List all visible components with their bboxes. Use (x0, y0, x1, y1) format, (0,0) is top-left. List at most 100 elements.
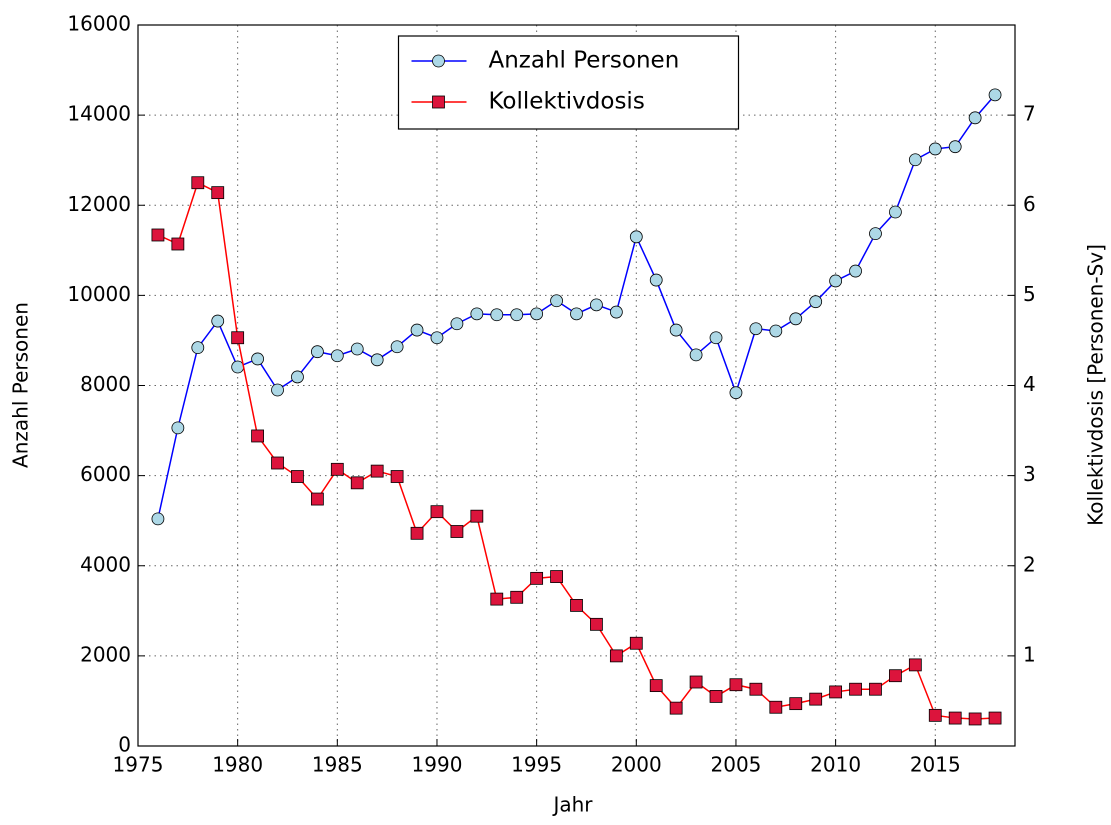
x-tick-label: 2015 (910, 753, 961, 777)
marker (769, 324, 783, 338)
marker (709, 331, 723, 345)
marker (669, 323, 683, 337)
marker (490, 592, 504, 606)
x-tick-label: 1990 (412, 753, 463, 777)
marker (729, 386, 743, 400)
marker (590, 298, 603, 312)
y-tick-label: 8000 (80, 372, 131, 396)
marker (432, 95, 445, 109)
marker (310, 345, 324, 359)
y-tick-label: 10000 (67, 282, 131, 306)
marker (809, 692, 823, 706)
marker (271, 383, 284, 397)
legend-label: Anzahl Personen (489, 48, 680, 74)
marker (769, 700, 783, 714)
marker (410, 526, 424, 540)
marker (151, 512, 165, 526)
marker (350, 476, 364, 490)
marker (928, 708, 942, 722)
marker (251, 429, 264, 443)
x-tick-label: 1995 (511, 753, 562, 777)
marker (350, 342, 364, 356)
x-tick-label: 1980 (212, 753, 263, 777)
marker (550, 570, 563, 583)
y-tick-label: 12000 (67, 192, 131, 216)
y-tick-label: 6000 (80, 462, 131, 486)
marker (430, 505, 444, 519)
marker (211, 186, 225, 200)
marker (151, 228, 165, 242)
marker (171, 421, 185, 435)
x-tick-label: 1985 (312, 753, 363, 777)
marker (231, 331, 245, 345)
marker (749, 322, 763, 336)
marker (988, 88, 1002, 102)
x-axis-label: Jahr (551, 793, 593, 817)
marker (211, 314, 225, 328)
marker (570, 307, 583, 321)
series-line (157, 94, 996, 520)
y2-tick-label: 6 (1023, 192, 1036, 216)
y-tick-label: 14000 (67, 102, 131, 126)
marker (908, 153, 922, 167)
marker (191, 176, 205, 190)
marker (988, 711, 1002, 725)
marker (432, 54, 445, 68)
marker (869, 227, 882, 241)
marker (849, 682, 862, 696)
legend: Anzahl Personen Kollektivdosis (397, 35, 740, 130)
marker (629, 230, 643, 244)
marker (709, 690, 723, 703)
marker (649, 273, 663, 287)
marker (829, 685, 843, 699)
marker (729, 678, 743, 692)
marker (390, 470, 404, 483)
y2-tick-label: 3 (1023, 462, 1036, 486)
marker (948, 711, 962, 725)
y-tick-label: 0 (118, 733, 131, 757)
y-tick-label: 2000 (80, 642, 131, 666)
marker (749, 682, 763, 696)
plot-frame (137, 24, 1016, 747)
marker (510, 590, 524, 604)
legend-box (397, 35, 740, 130)
marker (291, 470, 304, 483)
marker (789, 697, 803, 711)
x-tick-label: 2005 (711, 753, 762, 777)
marker (609, 305, 623, 319)
marker (450, 317, 464, 331)
marker (490, 308, 504, 322)
y2-tick-label: 7 (1023, 102, 1036, 126)
marker (669, 701, 683, 715)
marker (590, 617, 603, 631)
x-tick-label: 1975 (113, 753, 164, 777)
marker (948, 140, 962, 154)
marker (889, 205, 902, 219)
marker (689, 348, 703, 362)
y2-tick-label: 5 (1023, 282, 1036, 306)
y2-tick-label: 1 (1023, 642, 1036, 666)
y-tick-label: 16000 (67, 12, 131, 36)
marker (410, 323, 424, 337)
x-tick-label: 2000 (611, 753, 662, 777)
marker (191, 341, 205, 355)
marker (310, 492, 324, 506)
marker (171, 237, 185, 251)
marker (251, 352, 264, 366)
marker (928, 142, 942, 156)
marker (530, 307, 544, 321)
marker (330, 349, 344, 363)
marker (330, 462, 344, 476)
marker (629, 636, 643, 650)
x-tick-label: 2010 (810, 753, 861, 777)
marker (889, 669, 902, 683)
marker (689, 675, 703, 689)
marker (649, 679, 663, 693)
y2-tick-label: 2 (1023, 552, 1036, 576)
marker (789, 312, 803, 326)
y2-tick-label: 4 (1023, 372, 1036, 396)
marker (470, 509, 484, 523)
marker (809, 295, 823, 309)
marker (271, 456, 284, 470)
marker (450, 525, 464, 538)
